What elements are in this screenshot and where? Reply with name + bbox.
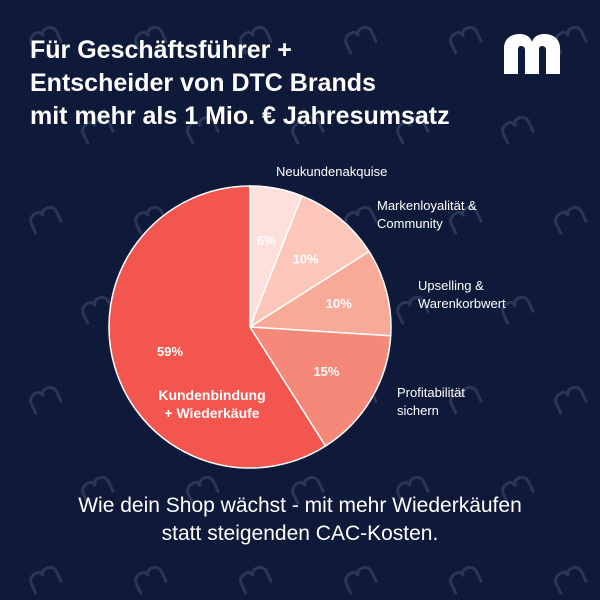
watermark-m-icon: [449, 385, 483, 415]
pie-slice: [108, 185, 327, 469]
pie-value-label: 10%: [326, 296, 352, 311]
pie-category-label: Upselling & Warenkorbwert: [418, 278, 506, 311]
title-line: Für Geschäftsführer +: [30, 36, 292, 64]
watermark-m-icon: [449, 565, 483, 595]
pie-category-label: Markenloyalität & Community: [377, 198, 477, 231]
watermark-m-icon: [554, 565, 588, 595]
pie-category-label: Neukundenakquise: [276, 164, 387, 179]
pie-value-label: 6%: [257, 233, 276, 248]
pie-value-label: 15%: [313, 364, 339, 379]
watermark-m-icon: [29, 25, 63, 55]
pie-category-label: Profitabilität sichern: [397, 385, 465, 418]
page-title: Für Geschäftsführer + Entscheider von DT…: [30, 34, 460, 133]
watermark-m-icon: [554, 205, 588, 235]
watermark-m-icon: [554, 385, 588, 415]
caption-line: statt steigenden CAC-Kosten.: [161, 522, 439, 545]
watermark-m-icon: [501, 115, 535, 145]
watermark-m-icon: [134, 25, 168, 55]
pie-value-label: 59%: [157, 344, 183, 359]
watermark-m-icon: [291, 475, 325, 505]
pie-value-label: 10%: [293, 252, 319, 267]
watermark-m-icon: [396, 475, 430, 505]
pie-slice: [248, 194, 371, 329]
watermark-m-icon: [239, 565, 273, 595]
watermark-m-icon: [344, 565, 378, 595]
watermark-m-icon: [501, 475, 535, 505]
brand-m-icon: [504, 34, 560, 74]
pie-category-label: Kundenbindung + Wiederkäufe: [158, 387, 265, 421]
pie-slice: [247, 250, 392, 337]
watermark-m-icon: [554, 25, 588, 55]
title-line: Entscheider von DTC Brands: [30, 69, 376, 97]
watermark-m-icon: [29, 385, 63, 415]
watermark-m-icon: [501, 295, 535, 325]
watermark-m-icon: [134, 565, 168, 595]
watermark-m-icon: [239, 25, 273, 55]
watermark-m-icon: [81, 475, 115, 505]
pie-slice: [248, 326, 392, 448]
caption-line: Wie dein Shop wächst - mit mehr Wiederkä…: [78, 494, 522, 517]
watermark-m-icon: [186, 475, 220, 505]
title-line: mit mehr als 1 Mio. € Jahresumsatz: [30, 102, 450, 130]
watermark-m-icon: [81, 295, 115, 325]
caption: Wie dein Shop wächst - mit mehr Wiederkä…: [20, 492, 580, 548]
watermark-m-icon: [29, 565, 63, 595]
watermark-m-icon: [396, 295, 430, 325]
